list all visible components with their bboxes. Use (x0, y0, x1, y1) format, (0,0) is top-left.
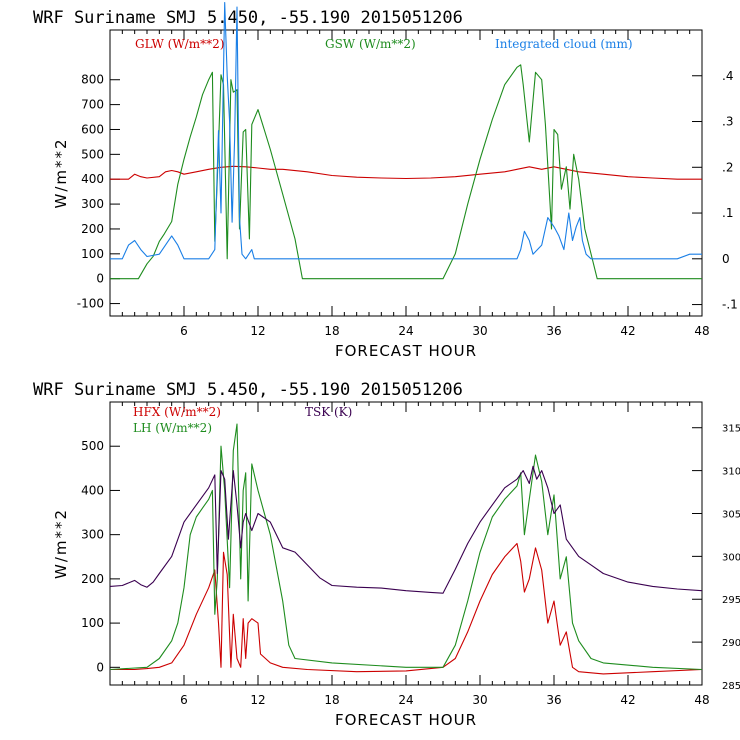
y-tick-label: 500 (81, 439, 104, 453)
x-tick-label: 42 (620, 324, 635, 338)
series-line-0 (110, 165, 702, 180)
y2-tick-label: .1 (722, 206, 733, 220)
y2-tick-label: .2 (722, 160, 733, 174)
y2-tick-label: .3 (722, 115, 733, 129)
y-tick-label: 800 (81, 73, 104, 87)
x-tick-label: 36 (546, 324, 561, 338)
y-tick-label: 600 (81, 122, 104, 136)
x-tick-label: 18 (324, 693, 339, 707)
y2-tick-label: 285 (722, 681, 740, 692)
y-tick-label: 400 (81, 172, 104, 186)
x-tick-label: 42 (620, 693, 635, 707)
y2-tick-label: 310 (722, 467, 740, 478)
x-tick-label: 36 (546, 693, 561, 707)
x-tick-label: 6 (180, 693, 188, 707)
series-line-2 (110, 1, 702, 260)
legend-entry: TSK (K) (305, 405, 352, 419)
y2-tick-label: 295 (722, 595, 740, 606)
plot-frame (109, 401, 703, 686)
y2-tick-label: 315 (722, 424, 740, 435)
legend-entry: HFX (W/m**2) (133, 405, 221, 419)
x-tick-label: 18 (324, 324, 339, 338)
y-tick-label: 500 (81, 147, 104, 161)
x-tick-label: 48 (694, 693, 709, 707)
y-tick-label: 200 (81, 572, 104, 586)
y-tick-label: 400 (81, 483, 104, 497)
y-tick-label: 0 (96, 660, 104, 674)
y2-tick-label: .4 (722, 69, 733, 83)
series-line-1 (110, 64, 702, 280)
x-tick-label: 24 (398, 693, 413, 707)
y-tick-label: 700 (81, 98, 104, 112)
y2-tick-label: 290 (722, 638, 740, 649)
legend-entry: Integrated cloud (mm) (495, 37, 633, 51)
y-tick-label: 100 (81, 247, 104, 261)
y-tick-label: -100 (77, 297, 104, 311)
legend-entry: LH (W/m**2) (133, 421, 212, 435)
x-tick-label: 12 (250, 693, 265, 707)
y-tick-label: 300 (81, 197, 104, 211)
y-axis-label: W/m**2 (52, 508, 70, 579)
series-line-2 (109, 465, 703, 594)
x-axis-label: FORECAST HOUR (335, 711, 477, 729)
x-tick-label: 48 (694, 324, 709, 338)
y2-tick-label: 0 (722, 252, 730, 266)
series-line-0 (110, 542, 703, 675)
y-tick-label: 100 (81, 616, 104, 630)
y-tick-label: 300 (81, 528, 104, 542)
x-tick-label: 24 (398, 324, 413, 338)
chart-title: WRF Suriname SMJ 5.450, -55.190 20150512… (33, 8, 463, 28)
plot-frame (109, 29, 703, 317)
y2-tick-label: -.1 (722, 298, 738, 312)
y2-tick-label: 305 (722, 509, 740, 520)
y-tick-label: 0 (96, 272, 104, 286)
series-line-1 (109, 423, 703, 671)
x-tick-label: 6 (180, 324, 188, 338)
x-tick-label: 12 (250, 324, 265, 338)
legend-entry: GLW (W/m**2) (135, 37, 224, 51)
x-axis-label: FORECAST HOUR (335, 342, 477, 360)
y2-tick-label: 300 (722, 552, 740, 563)
x-tick-label: 30 (472, 693, 487, 707)
y-axis-label: W/m**2 (52, 137, 70, 208)
y-tick-label: 200 (81, 222, 104, 236)
legend-entry: GSW (W/m**2) (325, 37, 416, 51)
chart-title: WRF Suriname SMJ 5.450, -55.190 20150512… (33, 380, 463, 400)
x-tick-label: 30 (472, 324, 487, 338)
